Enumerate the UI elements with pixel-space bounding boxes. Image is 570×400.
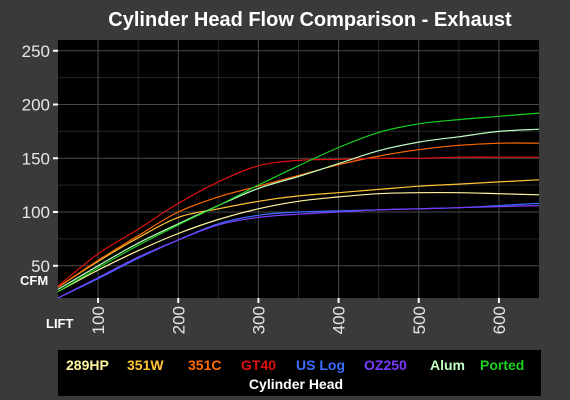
legend-item-351w: 351W bbox=[127, 357, 164, 373]
series-line-alum bbox=[57, 128, 540, 290]
series-line-351c bbox=[57, 142, 540, 288]
legend: 289HP 351W 351C GT40 US Log OZ250 Alum Ported bbox=[66, 357, 524, 373]
axis-ticks: 50 100 150 200 250 100 200 300 400 500 600 bbox=[22, 42, 509, 335]
y-axis-label: CFM bbox=[20, 273, 48, 288]
y-tick-label: 200 bbox=[22, 96, 50, 115]
legend-item-289hp: 289HP bbox=[66, 357, 109, 373]
legend-box bbox=[58, 350, 541, 396]
x-tick-label: 500 bbox=[410, 306, 429, 334]
y-tick-label: 250 bbox=[22, 42, 50, 61]
series-line-351w bbox=[57, 179, 540, 288]
y-tick-label: 50 bbox=[31, 257, 50, 276]
legend-item-alum: Alum bbox=[430, 357, 465, 373]
series-line-oz250 bbox=[57, 205, 540, 299]
x-tick-label: 300 bbox=[249, 306, 268, 334]
legend-item-ported: Ported bbox=[480, 357, 524, 373]
x-axis-label: LIFT bbox=[46, 316, 73, 331]
chart-title: Cylinder Head Flow Comparison - Exhaust bbox=[108, 9, 512, 31]
x-tick-label: 600 bbox=[490, 306, 509, 334]
series-line-gt40 bbox=[57, 156, 539, 287]
y-tick-label: 100 bbox=[22, 203, 50, 222]
x-tick-label: 200 bbox=[169, 306, 188, 334]
legend-title: Cylinder Head bbox=[249, 376, 343, 392]
legend-item-gt40: GT40 bbox=[241, 357, 276, 373]
legend-item-us-log: US Log bbox=[296, 357, 345, 373]
legend-item-351c: 351C bbox=[188, 357, 221, 373]
series-line-289hp bbox=[57, 191, 540, 293]
x-tick-label: 100 bbox=[89, 306, 108, 334]
series-lines bbox=[57, 112, 540, 299]
y-tick-label: 150 bbox=[22, 149, 50, 168]
series-line-ported bbox=[57, 112, 540, 293]
legend-item-oz250: OZ250 bbox=[364, 357, 407, 373]
x-tick-label: 400 bbox=[330, 306, 349, 334]
